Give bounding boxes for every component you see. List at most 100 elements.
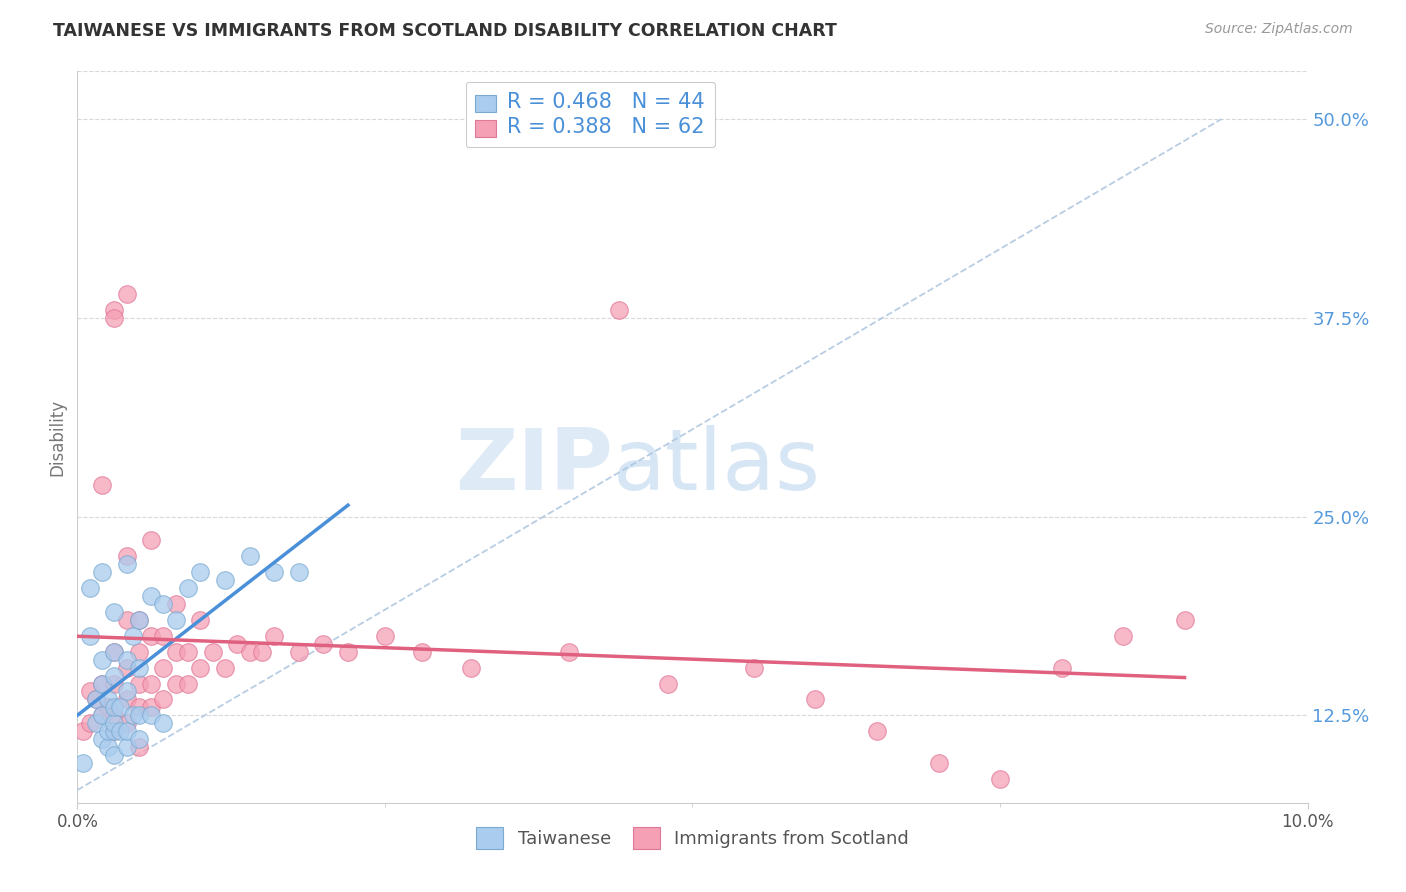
Point (201, 645, 224, 659)
Point (103, 310, 125, 325)
Point (84, 716, 107, 731)
Point (103, 700, 125, 714)
Point (128, 700, 150, 714)
Point (79, 684, 101, 698)
Point (239, 645, 262, 659)
Point (115, 653, 138, 667)
Point (90, 676, 114, 690)
Text: ZIP: ZIP (454, 425, 613, 508)
Point (141, 700, 163, 714)
Point (103, 708, 125, 723)
Point (97, 700, 120, 714)
Point (128, 613, 150, 627)
Point (165, 676, 187, 690)
Point (90, 653, 114, 667)
Point (115, 549, 138, 564)
Text: TAIWANESE VS IMMIGRANTS FROM SCOTLAND DISABILITY CORRELATION CHART: TAIWANESE VS IMMIGRANTS FROM SCOTLAND DI… (53, 22, 838, 40)
Point (177, 581, 200, 595)
Point (115, 692, 138, 706)
Point (337, 645, 360, 659)
Point (84, 692, 107, 706)
Point (79, 581, 101, 595)
Point (90, 708, 114, 723)
Point (165, 597, 187, 611)
Text: atlas: atlas (613, 425, 821, 508)
Point (128, 660, 150, 674)
Point (103, 645, 125, 659)
Point (115, 660, 138, 674)
Point (1174, 613, 1197, 627)
Point (152, 597, 174, 611)
Point (460, 660, 482, 674)
Point (804, 692, 827, 706)
Point (97, 740, 120, 755)
Point (103, 724, 125, 739)
Point (90, 732, 114, 747)
Point (128, 732, 150, 747)
Point (263, 629, 285, 643)
Point (177, 645, 200, 659)
Point (152, 692, 174, 706)
Point (103, 748, 125, 763)
Point (288, 645, 311, 659)
Point (141, 676, 163, 690)
Point (152, 629, 174, 643)
Point (165, 613, 187, 627)
Point (103, 724, 125, 739)
Point (128, 740, 150, 755)
Point (121, 629, 143, 643)
Point (90, 708, 114, 723)
Y-axis label: Disability: Disability (48, 399, 66, 475)
Point (188, 613, 212, 627)
Point (866, 724, 889, 739)
Point (141, 589, 163, 603)
Point (115, 613, 138, 627)
Point (115, 724, 138, 739)
Point (742, 660, 765, 674)
Point (103, 668, 125, 682)
Point (79, 629, 101, 643)
Point (97, 724, 120, 739)
Point (90, 566, 114, 580)
Point (558, 645, 581, 659)
Point (110, 724, 132, 739)
Point (312, 637, 335, 651)
Point (115, 740, 138, 755)
Point (97, 692, 120, 706)
Legend: Taiwanese, Immigrants from Scotland: Taiwanese, Immigrants from Scotland (468, 820, 917, 856)
Point (103, 302, 125, 317)
Point (607, 302, 630, 317)
Point (1050, 660, 1073, 674)
Point (214, 660, 236, 674)
Point (128, 708, 150, 723)
Point (263, 566, 285, 580)
Point (103, 605, 125, 619)
Point (188, 566, 212, 580)
Point (165, 645, 187, 659)
Point (1112, 629, 1135, 643)
Point (110, 700, 132, 714)
Point (115, 684, 138, 698)
Point (115, 287, 138, 301)
Point (115, 558, 138, 572)
Point (103, 676, 125, 690)
Point (250, 645, 273, 659)
Point (103, 716, 125, 731)
Point (141, 708, 163, 723)
Point (128, 645, 150, 659)
Point (226, 637, 249, 651)
Point (121, 708, 143, 723)
Point (988, 772, 1011, 786)
Point (115, 716, 138, 731)
Point (374, 629, 396, 643)
Point (103, 645, 125, 659)
Point (90, 477, 114, 491)
Point (141, 629, 163, 643)
Point (128, 613, 150, 627)
Point (288, 566, 311, 580)
Point (79, 716, 101, 731)
Point (152, 660, 174, 674)
Point (152, 716, 174, 731)
Point (177, 676, 200, 690)
Point (239, 549, 262, 564)
